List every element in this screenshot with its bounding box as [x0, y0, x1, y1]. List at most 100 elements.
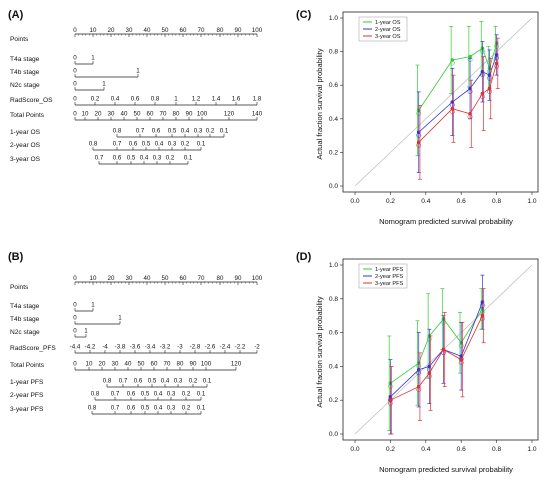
panel-tag-c: (C) — [296, 9, 312, 21]
nomogram-row-label: Points — [10, 284, 29, 291]
nomogram-tick-label: 10 — [90, 27, 97, 34]
y-tick-label: 0.8 — [329, 296, 338, 303]
nomogram-tick-label: 0.2 — [181, 141, 190, 148]
data-point-ring — [387, 400, 393, 406]
nomogram-tick-label: 80 — [217, 27, 224, 34]
nomogram-tick-label: 0.6 — [134, 378, 143, 385]
nomogram-tick-label: -3.6 — [130, 344, 141, 351]
legend: 1-year OS2-year OS3-year OS — [358, 16, 408, 42]
nomogram-tick-label: 0.1 — [220, 128, 229, 135]
y-tick-label: 0.8 — [329, 49, 338, 56]
nomogram-tick-label: -2.4 — [220, 344, 231, 351]
data-point-ring — [479, 72, 485, 78]
nomogram-tick-label: 100 — [252, 275, 263, 282]
series-line — [390, 302, 483, 398]
panel-tag-d: (D) — [296, 251, 312, 263]
data-point-ring — [487, 75, 492, 81]
legend-label: 1-year PFS — [375, 267, 404, 273]
nomogram-row-label: T4b stage — [10, 69, 40, 76]
nomogram-tick-label: 0.3 — [167, 391, 176, 398]
data-point-ring — [449, 60, 455, 66]
x-tick-label: 0.6 — [457, 446, 466, 453]
nomogram-tick-label: 40 — [125, 361, 132, 368]
nomogram-tick-label: 1.6 — [232, 96, 241, 103]
nomogram-tick-label: 0.4 — [154, 391, 163, 398]
data-point-ring — [426, 373, 432, 379]
nomogram-tick-label: 0.6 — [127, 391, 136, 398]
nomogram-tick-label: 100 — [197, 111, 208, 118]
nomogram-tick-label: -3.2 — [160, 344, 171, 351]
nomogram-row-label: 2-year OS — [10, 142, 41, 149]
nomogram-tick-label: 0.4 — [154, 405, 163, 412]
nomogram-tick-label: 0.4 — [181, 128, 190, 135]
nomogram-tick-label: 0.1 — [184, 155, 193, 162]
nomogram-row: T4a stage 0 1 — [10, 55, 95, 65]
nomogram-tick-label: 0.8 — [91, 391, 100, 398]
data-point-ring — [458, 360, 464, 366]
nomogram-tick-label: 0 — [73, 96, 77, 103]
nomogram-tick-label: 90 — [235, 275, 242, 282]
nomogram-tick-label: 0 — [73, 361, 77, 368]
nomogram-tick-label: 70 — [198, 275, 205, 282]
nomogram-tick-label: 70 — [164, 361, 171, 368]
nomogram-tick-label: 1 — [102, 81, 106, 88]
nomogram-tick-label: 0.6 — [131, 96, 140, 103]
data-point-ring — [416, 370, 422, 376]
nomogram-tick-label: 0 — [73, 81, 77, 88]
panel-tag-b: (B) — [8, 251, 24, 263]
nomogram-tick-label: -3.8 — [115, 344, 126, 351]
nomogram-tick-label: -4.2 — [85, 344, 96, 351]
nomogram-tick-label: 1 — [91, 55, 95, 62]
nomogram-tick-label: 0.7 — [95, 155, 104, 162]
data-point-ring — [494, 63, 500, 69]
nomogram-row-label: RadScore_OS — [10, 97, 53, 104]
nomogram-tick-label: 30 — [126, 275, 133, 282]
x-tick-label: 0.2 — [386, 446, 395, 453]
nomogram-row: Points 0 10 20 30 40 50 60 70 80 90 100 — [10, 275, 263, 291]
nomogram-row: 1-year OS 0.8 0.7 0.6 0.5 0.4 0.3 0.2 0.1 — [10, 128, 229, 138]
data-point-ring — [416, 387, 422, 393]
nomogram-row-label: T4a stage — [10, 303, 40, 310]
y-tick-label: 0.0 — [329, 183, 338, 190]
nomogram-tick-label: -2.8 — [190, 344, 201, 351]
nomogram-tick-label: 70 — [198, 27, 205, 34]
nomogram-tick-label: 100 — [252, 27, 263, 34]
reference-diagonal-line — [354, 17, 533, 187]
nomogram-tick-label: 90 — [235, 27, 242, 34]
y-axis-label-c: Actual fraction survival probability — [315, 48, 324, 160]
nomogram-tick-label: 0.6 — [127, 405, 136, 412]
legend-label: 3-year OS — [375, 34, 401, 40]
nomogram-tick-label: 10 — [82, 111, 89, 118]
nomogram-tick-label: 0.3 — [194, 128, 203, 135]
nomogram-row: Total Points 0 10 20 30 40 50 60 70 80 90 100 120 140 — [10, 111, 263, 121]
nomogram-tick-label: 90 — [186, 111, 193, 118]
nomogram-tick-label: 0.2 — [206, 128, 215, 135]
nomogram-tick-label: 140 — [252, 111, 263, 118]
nomogram-tick-label: 0.8 — [88, 405, 97, 412]
x-tick-label: 0.6 — [457, 198, 466, 205]
nomogram-row-label: N2c stage — [10, 329, 40, 336]
x-tick-label: 1.0 — [527, 446, 536, 453]
legend-label: 2-year PFS — [375, 274, 404, 280]
nomogram-tick-label: 30 — [108, 111, 115, 118]
nomogram-tick-label: -2.6 — [205, 344, 216, 351]
nomogram-tick-label: 0 — [73, 68, 77, 75]
series-line — [390, 315, 483, 401]
y-tick-label: 0.4 — [329, 116, 338, 123]
nomogram-tick-label: 20 — [108, 275, 115, 282]
nomogram-tick-label: 10 — [90, 275, 97, 282]
y-tick-label: 0.4 — [329, 363, 338, 370]
nomogram-tick-label: 0.1 — [197, 405, 206, 412]
nomogram-tick-label: 0.6 — [152, 128, 161, 135]
nomogram-row: 1-year PFS 0.8 0.7 0.6 0.5 0.4 0.3 0.2 0.1 — [10, 378, 212, 388]
nomogram-tick-label: 20 — [95, 111, 102, 118]
plot-frame — [342, 258, 539, 441]
x-tick-label: 1.0 — [527, 198, 536, 205]
nomogram-row-label: RadScore_PFS — [10, 345, 56, 352]
nomogram-tick-label: 1 — [118, 315, 122, 322]
data-point-ring — [467, 89, 473, 95]
nomogram-tick-label: 120 — [224, 111, 235, 118]
nomogram-tick-label: 40 — [144, 27, 151, 34]
calibration-os-panel: (C) Actual fraction survival probability… — [296, 9, 539, 226]
